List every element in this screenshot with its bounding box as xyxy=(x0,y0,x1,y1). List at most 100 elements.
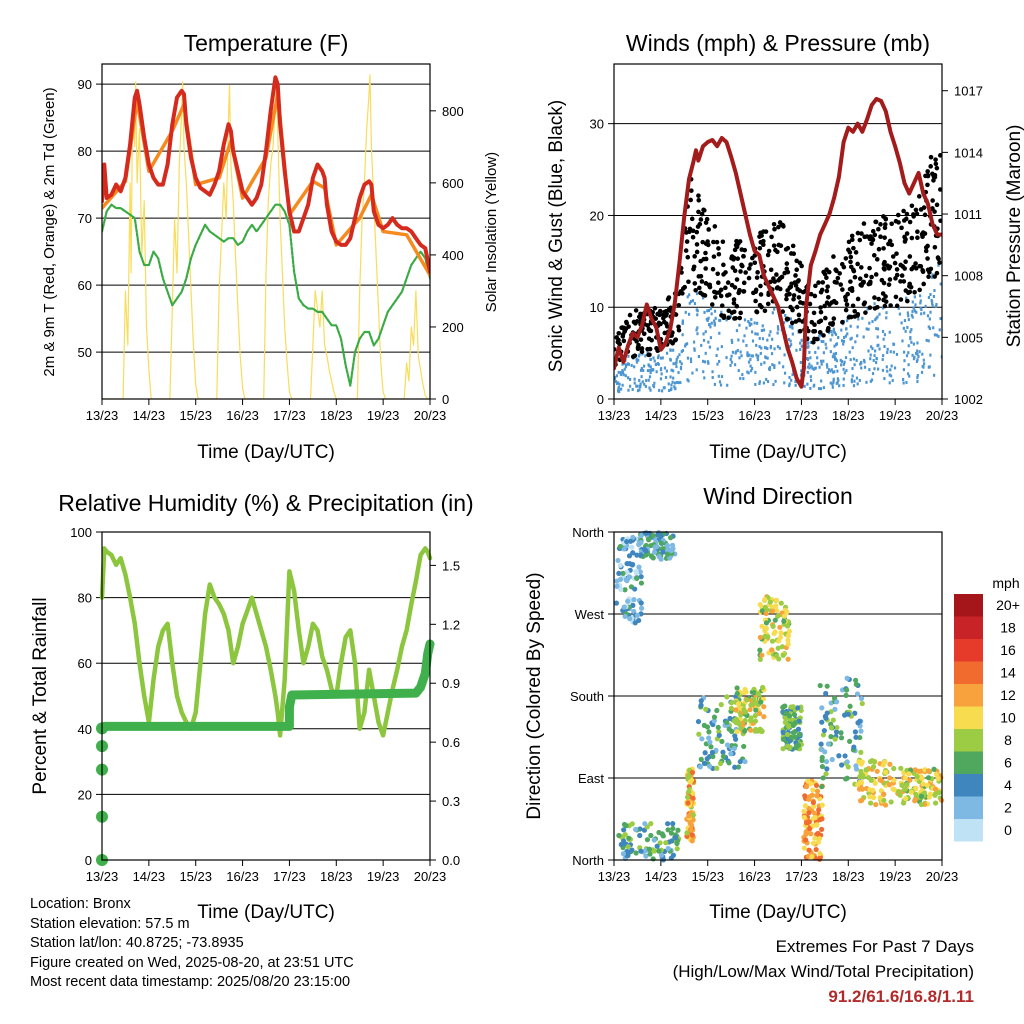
wind-mark xyxy=(935,333,939,337)
gust-mark xyxy=(922,231,928,236)
direction-point xyxy=(685,800,691,806)
direction-point xyxy=(668,830,675,836)
direction-point xyxy=(755,691,761,697)
x-tick-label: 13/23 xyxy=(598,869,631,884)
gust-mark xyxy=(689,216,695,222)
gust-mark xyxy=(849,233,855,239)
y-tick-label: South xyxy=(570,689,604,704)
direction-point xyxy=(887,761,893,767)
direction-point xyxy=(724,694,730,700)
wind-mark xyxy=(833,344,836,348)
wind-mark xyxy=(763,346,767,350)
wind-mark xyxy=(919,299,922,303)
wind-mark xyxy=(642,368,645,372)
winds-panel: Winds (mph) & Pressure (mb) Time (Day/UT… xyxy=(546,30,1024,463)
wind-mark xyxy=(672,362,675,366)
y-tick-label: North xyxy=(572,525,604,540)
wind-mark xyxy=(713,309,717,313)
wind-mark xyxy=(681,333,684,337)
wind-mark xyxy=(656,362,659,366)
direction-point xyxy=(886,782,893,788)
gust-mark xyxy=(934,202,940,208)
wind-mark xyxy=(750,354,753,358)
direction-point xyxy=(823,715,829,721)
wind-mark xyxy=(939,317,942,321)
gust-mark xyxy=(824,275,829,281)
wind-mark xyxy=(717,374,720,378)
y-tick-label: 10 xyxy=(590,300,604,315)
wind-mark xyxy=(818,387,821,391)
gust-mark xyxy=(689,188,694,193)
direction-point xyxy=(829,756,835,763)
gust-mark xyxy=(850,237,855,242)
wind-mark xyxy=(638,388,641,392)
direction-point xyxy=(632,586,638,592)
wind-mark xyxy=(676,380,679,384)
direction-point xyxy=(839,762,845,768)
wind-mark xyxy=(771,337,774,341)
pressure-y2label: Station Pressure (Maroon) xyxy=(1004,125,1024,348)
gust-mark xyxy=(859,231,864,236)
wind-mark xyxy=(838,384,841,388)
wind-mark xyxy=(633,365,636,369)
direction-point xyxy=(807,794,813,800)
speed-colorbar: mph 20+ 18 16 14 12 10 8 6 4 2 0 xyxy=(954,575,1020,842)
y-tick-label: North xyxy=(572,853,604,868)
gust-mark xyxy=(676,327,682,333)
wind-mark xyxy=(771,311,774,315)
wind-mark xyxy=(857,317,860,321)
wind-mark xyxy=(820,379,823,383)
gust-mark xyxy=(616,330,622,336)
direction-point xyxy=(616,832,622,839)
gust-mark xyxy=(716,251,722,257)
gust-mark xyxy=(623,326,629,332)
colorbar-swatch xyxy=(954,661,983,684)
gust-mark xyxy=(901,208,906,214)
wind-mark xyxy=(739,376,742,380)
wind-mark xyxy=(932,294,935,298)
wind-mark xyxy=(805,357,808,361)
direction-point xyxy=(759,652,765,658)
wind-mark xyxy=(927,339,930,343)
direction-point xyxy=(622,587,628,593)
wind-mark xyxy=(872,358,875,362)
wind-mark xyxy=(833,357,837,361)
direction-point xyxy=(796,718,802,724)
direction-point xyxy=(718,702,724,708)
gust-mark xyxy=(790,243,796,249)
wind-mark xyxy=(846,319,849,323)
direction-point xyxy=(726,726,732,732)
wind-mark xyxy=(774,379,777,383)
wind-mark xyxy=(649,368,652,372)
wind-mark xyxy=(640,375,643,379)
gust-mark xyxy=(737,239,743,244)
gust-mark xyxy=(811,329,816,334)
wind-mark xyxy=(832,379,835,383)
colorbar-swatch xyxy=(954,616,983,639)
direction-point xyxy=(836,753,842,759)
wind-mark xyxy=(889,350,892,354)
wind-mark xyxy=(616,389,620,393)
wind-mark xyxy=(916,373,919,377)
wind-mark xyxy=(695,292,699,296)
direction-point xyxy=(853,766,860,772)
direction-point xyxy=(769,647,775,653)
gust-mark xyxy=(861,221,867,226)
direction-point xyxy=(633,568,639,575)
wind-mark xyxy=(788,382,791,386)
direction-point xyxy=(650,856,656,862)
y2-tick-label: 0.9 xyxy=(442,676,460,691)
direction-point xyxy=(811,810,818,816)
wind-mark xyxy=(910,340,913,344)
wind-mark xyxy=(814,350,817,354)
gust-mark xyxy=(621,338,627,344)
direction-point xyxy=(686,789,692,795)
wind-mark xyxy=(835,359,838,363)
x-tick-label: 16/23 xyxy=(226,408,259,423)
gust-mark xyxy=(904,231,910,236)
gust-mark xyxy=(825,294,831,300)
wind-direction-title: Wind Direction xyxy=(703,483,853,509)
wind-mark xyxy=(903,319,907,323)
plot-border xyxy=(101,63,431,400)
gust-mark xyxy=(723,270,728,275)
